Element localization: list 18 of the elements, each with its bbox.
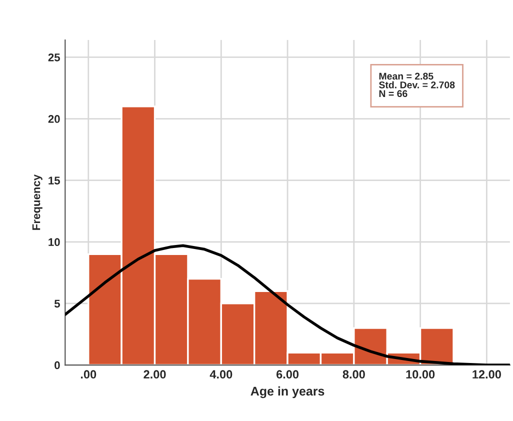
- y-axis-title: Frequency: [32, 174, 42, 230]
- annotation: Mean = 2.85: [379, 72, 434, 80]
- x-tick-label: 8.00: [342, 370, 365, 379]
- y-tick-label: 25: [48, 54, 60, 62]
- x-tick-label: 2.00: [144, 370, 166, 379]
- y-tick-label: 0: [54, 361, 60, 370]
- y-tick-label: 5: [54, 300, 60, 308]
- x-tick-label: 6.00: [276, 370, 299, 379]
- y-tick-label: 15: [48, 176, 60, 184]
- annotation: N = 66: [379, 90, 408, 98]
- y-tick-label: 20: [48, 115, 60, 123]
- x-tick-label: .00: [80, 370, 96, 379]
- y-tick-label: 10: [48, 238, 60, 246]
- x-axis-title: Age in years: [250, 386, 324, 398]
- x-tick-label: 12.00: [472, 370, 501, 379]
- annotation: Std. Dev. = 2.708: [378, 81, 455, 88]
- x-tick-label: 10.00: [406, 370, 435, 379]
- x-tick-label: 4.00: [210, 370, 232, 379]
